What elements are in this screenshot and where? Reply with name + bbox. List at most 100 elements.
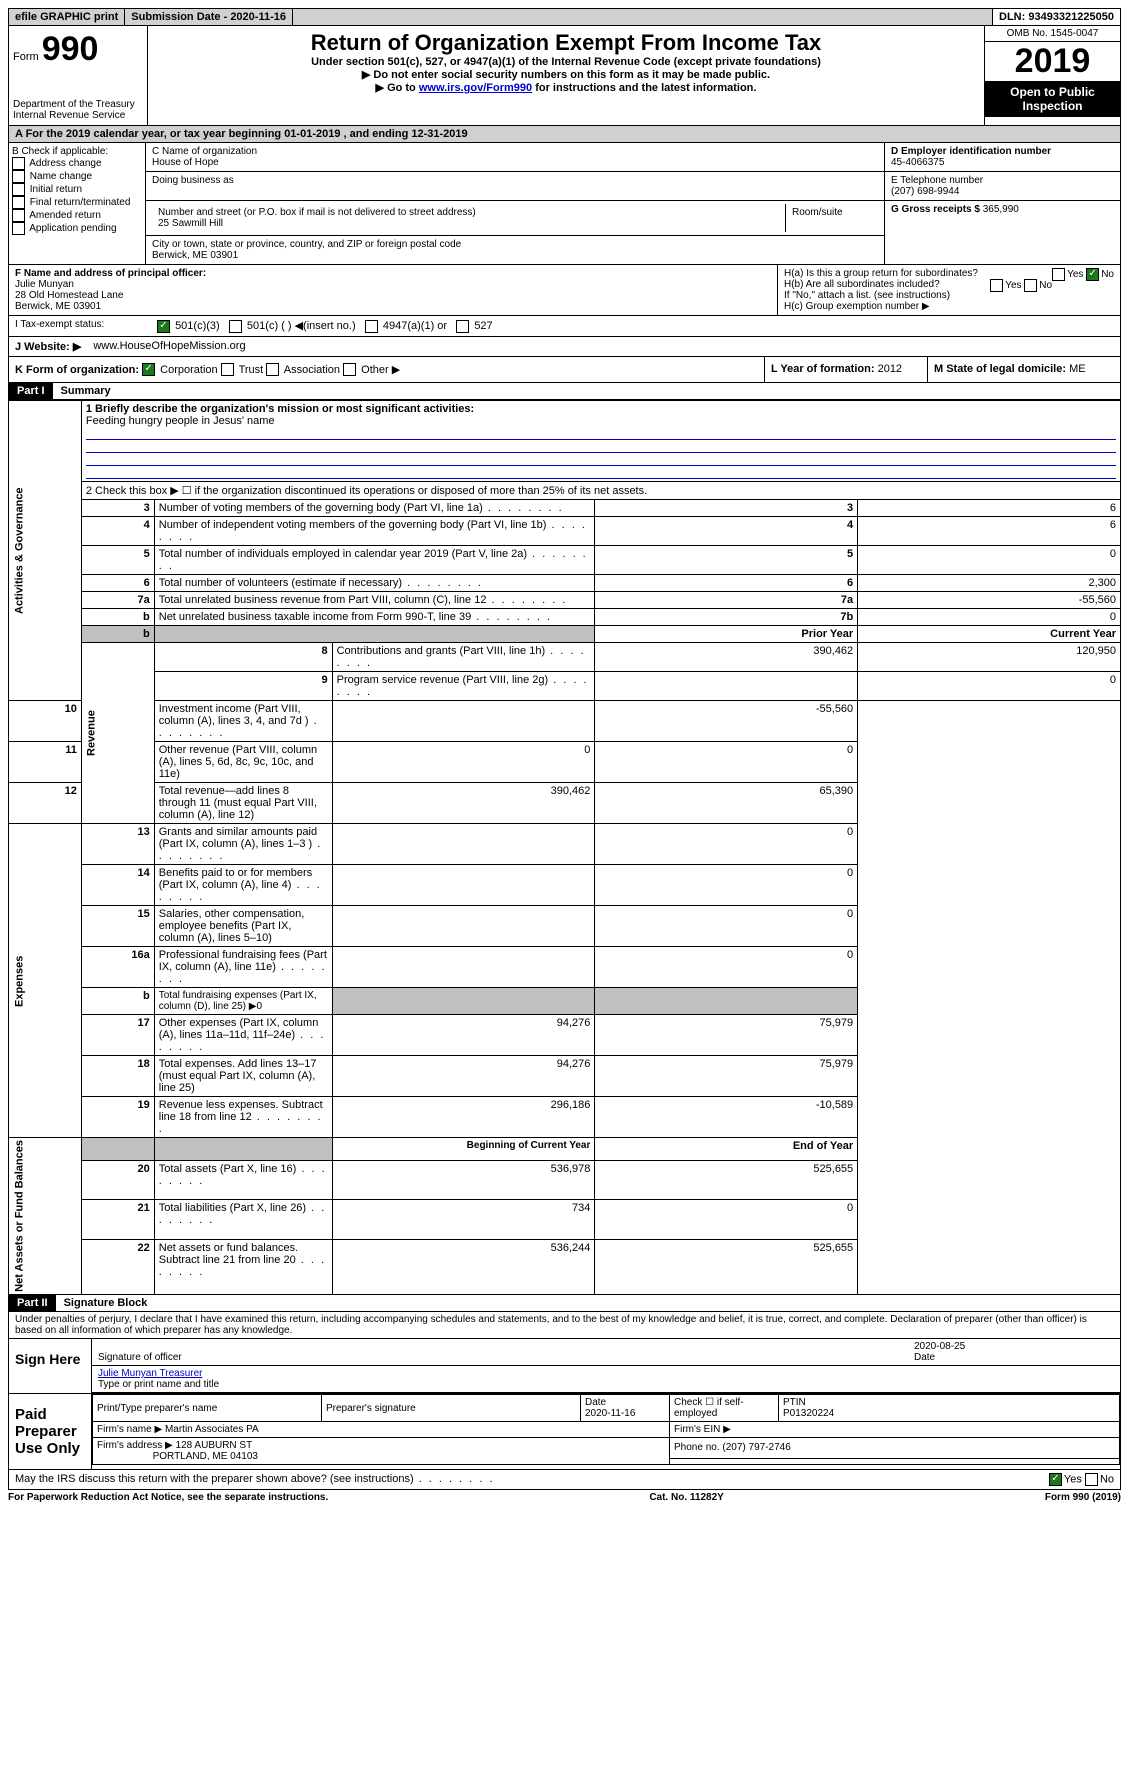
city-label: City or town, state or province, country… xyxy=(152,239,878,250)
room-suite-label: Room/suite xyxy=(786,204,878,232)
gov-row: bNet unrelated business taxable income f… xyxy=(9,609,1121,626)
org-name: House of Hope xyxy=(152,157,878,168)
paid-preparer-label: Paid Preparer Use Only xyxy=(9,1394,92,1469)
cb-527[interactable] xyxy=(456,320,469,333)
phone-value: (207) 698-9944 xyxy=(891,186,1114,197)
rev-row: 12Total revenue—add lines 8 through 11 (… xyxy=(9,783,1121,824)
cb-address-change[interactable]: Address change xyxy=(29,158,101,169)
cb-discuss-no[interactable] xyxy=(1085,1473,1098,1486)
omb-number: OMB No. 1545-0047 xyxy=(985,26,1120,42)
ein-value: 45-4066375 xyxy=(891,157,1114,168)
submission-date: Submission Date - 2020-11-16 xyxy=(125,9,293,25)
summary-table: Activities & Governance 1 Briefly descri… xyxy=(8,400,1121,1295)
part2-title: Signature Block xyxy=(56,1297,148,1309)
signature-section: Sign Here Signature of officer 2020-08-2… xyxy=(8,1339,1121,1394)
cb-assoc[interactable] xyxy=(266,363,279,376)
form-header: Form 990 Department of the TreasuryInter… xyxy=(8,26,1121,126)
cb-4947[interactable] xyxy=(365,320,378,333)
officer-group-block: F Name and address of principal officer:… xyxy=(8,265,1121,316)
discuss-row: May the IRS discuss this return with the… xyxy=(8,1470,1121,1490)
tax-exempt-row: I Tax-exempt status: ✓ 501(c)(3) 501(c) … xyxy=(8,316,1121,337)
gov-row: 3Number of voting members of the governi… xyxy=(9,500,1121,517)
tax-period: A For the 2019 calendar year, or tax yea… xyxy=(8,126,1121,143)
gov-row: 6Total number of volunteers (estimate if… xyxy=(9,575,1121,592)
mission-label: 1 Briefly describe the organization's mi… xyxy=(86,403,1116,415)
net-row: 22Net assets or fund balances. Subtract … xyxy=(9,1239,1121,1294)
cat-number: Cat. No. 11282Y xyxy=(649,1492,723,1503)
cb-other[interactable] xyxy=(343,363,356,376)
begin-year-header: Beginning of Current Year xyxy=(332,1138,595,1161)
gross-receipts-label: G Gross receipts $ xyxy=(891,204,980,215)
form-title: Return of Organization Exempt From Incom… xyxy=(156,30,976,56)
officer-name-link[interactable]: Julie Munyan Treasurer xyxy=(98,1368,203,1379)
org-name-label: C Name of organization xyxy=(152,146,878,157)
cb-corp[interactable]: ✓ xyxy=(142,363,155,376)
discuss-label: May the IRS discuss this return with the… xyxy=(15,1473,1049,1486)
form-label: Form xyxy=(13,51,39,63)
part1-bar: Part I Summary xyxy=(8,383,1121,400)
state-domicile: ME xyxy=(1069,363,1086,375)
hb-label: H(b) Are all subordinates included? xyxy=(784,279,940,290)
ha-label: H(a) Is this a group return for subordin… xyxy=(784,268,978,279)
org-form-row: K Form of organization: ✓ Corporation Tr… xyxy=(8,357,1121,384)
rev-row: 9Program service revenue (Part VIII, lin… xyxy=(9,672,1121,701)
topbar-spacer xyxy=(293,9,993,25)
current-year-header: Current Year xyxy=(858,626,1121,643)
info-block: B Check if applicable: Address change Na… xyxy=(8,143,1121,265)
prior-year-header: Prior Year xyxy=(595,626,858,643)
hb-note: If "No," attach a list. (see instruction… xyxy=(784,290,1114,301)
tax-year: 2019 xyxy=(985,42,1120,81)
hc-label: H(c) Group exemption number ▶ xyxy=(784,301,1114,312)
prep-name-label: Print/Type preparer's name xyxy=(93,1395,322,1422)
firm-addr1: 128 AUBURN ST xyxy=(176,1440,253,1451)
cb-initial-return[interactable]: Initial return xyxy=(30,184,82,195)
exp-row: 19Revenue less expenses. Subtract line 1… xyxy=(9,1097,1121,1138)
self-employed-check[interactable]: Check ☐ if self-employed xyxy=(670,1395,779,1422)
firm-addr2: PORTLAND, ME 04103 xyxy=(153,1451,258,1462)
dln: DLN: 93493321225050 xyxy=(993,9,1120,25)
part2-bar: Part II Signature Block xyxy=(8,1295,1121,1312)
cb-trust[interactable] xyxy=(221,363,234,376)
officer-addr1: 28 Old Homestead Lane xyxy=(15,290,771,301)
ssn-warning: ▶ Do not enter social security numbers o… xyxy=(156,68,976,81)
city-state-zip: Berwick, ME 03901 xyxy=(152,250,878,261)
form-subtitle: Under section 501(c), 527, or 4947(a)(1)… xyxy=(156,56,976,68)
exp-row: 17Other expenses (Part IX, column (A), l… xyxy=(9,1015,1121,1056)
dba-label: Doing business as xyxy=(152,175,878,186)
cb-final-return[interactable]: Final return/terminated xyxy=(30,197,131,208)
dept-label: Department of the TreasuryInternal Reven… xyxy=(13,99,143,121)
year-formation: 2012 xyxy=(878,363,902,375)
footer: For Paperwork Reduction Act Notice, see … xyxy=(8,1490,1121,1503)
type-name-label: Type or print name and title xyxy=(98,1379,219,1390)
rev-row: 11Other revenue (Part VIII, column (A), … xyxy=(9,742,1121,783)
prep-sig-label: Preparer's signature xyxy=(322,1395,581,1422)
firm-ein-label: Firm's EIN ▶ xyxy=(670,1422,1120,1438)
cb-amended[interactable]: Amended return xyxy=(29,210,101,221)
phone-label: E Telephone number xyxy=(891,175,1114,186)
cb-discuss-yes[interactable]: ✓ xyxy=(1049,1473,1062,1486)
sig-officer-label: Signature of officer xyxy=(98,1352,182,1363)
cb-name-change[interactable]: Name change xyxy=(30,171,92,182)
addr-label: Number and street (or P.O. box if mail i… xyxy=(158,207,779,218)
irs-link[interactable]: www.irs.gov/Form990 xyxy=(419,82,532,94)
box-b-label: B Check if applicable: xyxy=(12,146,142,157)
mission-text: Feeding hungry people in Jesus' name xyxy=(86,415,1116,427)
efile-button[interactable]: efile GRAPHIC print xyxy=(9,9,125,25)
officer-name: Julie Munyan xyxy=(15,279,771,290)
side-revenue: Revenue xyxy=(81,643,154,824)
top-bar: efile GRAPHIC print Submission Date - 20… xyxy=(8,8,1121,26)
cb-application-pending[interactable]: Application pending xyxy=(29,223,116,234)
line2: 2 Check this box ▶ ☐ if the organization… xyxy=(81,482,1120,500)
street-address: 25 Sawmill Hill xyxy=(158,218,779,229)
website-value: www.HouseOfHopeMission.org xyxy=(87,337,251,356)
perjury-statement: Under penalties of perjury, I declare th… xyxy=(8,1312,1121,1339)
rev-row: 10Investment income (Part VIII, column (… xyxy=(9,701,1121,742)
cb-501c[interactable] xyxy=(229,320,242,333)
row-i-label: I Tax-exempt status: xyxy=(9,316,151,336)
side-governance: Activities & Governance xyxy=(9,401,82,701)
gov-row: 7aTotal unrelated business revenue from … xyxy=(9,592,1121,609)
form-org-label: K Form of organization: xyxy=(15,364,139,376)
website-row: J Website: ▶ www.HouseOfHopeMission.org xyxy=(8,337,1121,357)
end-year-header: End of Year xyxy=(595,1138,858,1161)
cb-501c3[interactable]: ✓ xyxy=(157,320,170,333)
